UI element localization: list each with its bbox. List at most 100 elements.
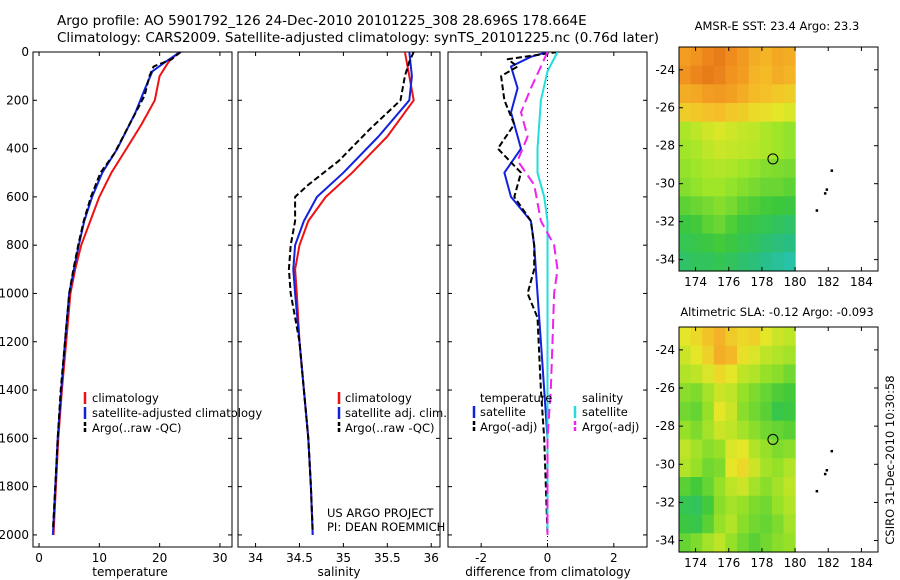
map-cell xyxy=(725,215,738,235)
map-cell xyxy=(690,215,703,235)
map-cell xyxy=(737,233,750,253)
map-cell xyxy=(737,159,750,179)
map-cell xyxy=(713,196,727,216)
y-tick-label: 1200 xyxy=(0,335,29,349)
map-cell xyxy=(702,402,715,422)
map-cell xyxy=(771,252,785,272)
map-cell xyxy=(702,65,715,85)
map-cell xyxy=(702,140,715,160)
map-cell xyxy=(783,84,796,104)
map-cell xyxy=(760,252,773,272)
map-cell xyxy=(748,383,761,403)
map-cell xyxy=(679,327,692,347)
map-cell xyxy=(679,215,692,235)
map-cell xyxy=(760,84,773,104)
map-cell xyxy=(690,514,703,534)
map-cell xyxy=(783,159,796,179)
map-cell xyxy=(679,196,692,216)
map-cell xyxy=(748,345,761,366)
map-cell xyxy=(679,533,692,553)
map-cell xyxy=(771,364,785,384)
map-cell xyxy=(737,47,750,67)
map-x-tick-label: 182 xyxy=(817,275,840,289)
map-cell xyxy=(771,514,785,534)
map-cell xyxy=(737,477,750,497)
map-cell xyxy=(702,215,715,235)
map-cell xyxy=(748,215,761,235)
map-cell xyxy=(737,495,750,516)
island-marker xyxy=(815,209,819,212)
map-cell xyxy=(702,159,715,179)
map-cell xyxy=(690,103,703,123)
map-cell xyxy=(771,345,785,366)
y-tick-label: 1800 xyxy=(0,480,29,494)
salinity-axis-label: salinity xyxy=(317,565,360,579)
argo-position-marker xyxy=(767,153,779,165)
map-cell xyxy=(748,439,761,459)
map-x-tick-label: 182 xyxy=(817,556,840,570)
map-y-tick-label: -24 xyxy=(655,343,675,357)
series-line-satellite xyxy=(51,52,181,535)
map-cell xyxy=(748,252,761,272)
map-cell xyxy=(713,121,727,141)
island-marker xyxy=(830,449,834,453)
map-cell xyxy=(702,420,715,441)
map-cell xyxy=(713,233,727,253)
map-cell xyxy=(725,420,738,441)
legend-label-temp-argo: Argo(-adj) xyxy=(480,420,537,434)
map-cell xyxy=(713,402,727,422)
map-cell xyxy=(737,140,750,160)
map-cell xyxy=(725,47,738,67)
map-cell xyxy=(760,233,773,253)
map-cell xyxy=(713,420,727,441)
map-cell xyxy=(713,458,727,478)
map-cell xyxy=(679,420,692,441)
map-cell xyxy=(702,177,715,197)
y-tick-label: 800 xyxy=(6,238,29,252)
map-cell xyxy=(725,533,738,553)
legend-label-sal-satellite: satellite xyxy=(582,405,628,419)
map-cell xyxy=(748,495,761,516)
map-cell xyxy=(748,177,761,197)
map-cell xyxy=(690,533,703,553)
map-cell xyxy=(690,402,703,422)
map-cell xyxy=(690,177,703,197)
y-tick-label: 1000 xyxy=(0,286,29,300)
argo-position-marker xyxy=(767,433,779,445)
island-marker xyxy=(825,188,829,191)
map-cell xyxy=(760,327,773,347)
map-x-tick-label: 174 xyxy=(684,556,707,570)
map-cell xyxy=(771,327,785,347)
map-cell xyxy=(737,121,750,141)
legend-title-salinity: salinity xyxy=(582,391,623,405)
sst-map-title: AMSR-E SST: 23.4 Argo: 23.3 xyxy=(695,19,860,33)
map-cell xyxy=(737,65,750,85)
map-cell xyxy=(725,383,738,403)
map-cell xyxy=(690,159,703,179)
map-cell xyxy=(725,177,738,197)
x-tick-label: 30 xyxy=(212,551,227,565)
map-cell xyxy=(783,364,796,384)
x-tick-label: 0 xyxy=(544,551,552,565)
series-line-climatology xyxy=(294,52,415,535)
temperature-panel-frame xyxy=(32,51,233,548)
map-cell xyxy=(679,477,692,497)
map-cell xyxy=(771,420,785,441)
temperature-axis-label: temperature xyxy=(92,565,167,579)
map-cell xyxy=(702,47,715,67)
y-tick-label: 600 xyxy=(6,190,29,204)
map-cell xyxy=(760,458,773,478)
map-cell xyxy=(679,177,692,197)
island-marker xyxy=(815,489,819,493)
map-cell xyxy=(713,364,727,384)
map-cell xyxy=(748,103,761,123)
map-cell xyxy=(725,327,738,347)
map-cell xyxy=(748,196,761,216)
legend-label-sal-argo: Argo(-adj) xyxy=(582,420,639,434)
map-cell xyxy=(737,327,750,347)
map-cell xyxy=(783,140,796,160)
map-cell xyxy=(713,495,727,516)
map-cell xyxy=(771,84,785,104)
map-cell xyxy=(725,345,738,366)
series-line-climatology xyxy=(52,52,180,535)
